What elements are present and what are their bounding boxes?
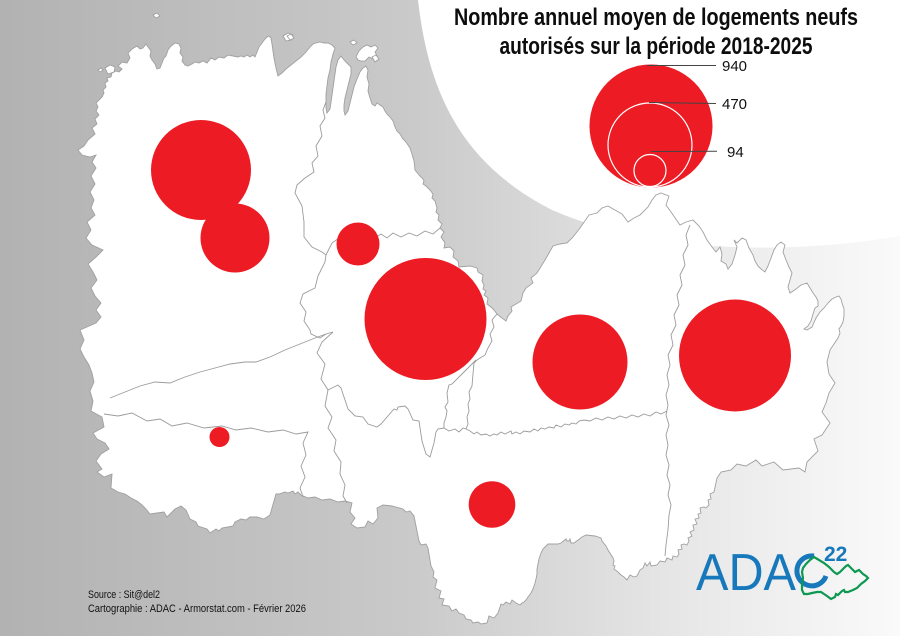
- svg-text:Cartographie : ADAC - Armorsta: Cartographie : ADAC - Armorstat.com - Fé…: [88, 603, 306, 615]
- svg-text:940: 940: [722, 58, 747, 75]
- svg-text:94: 94: [727, 144, 744, 161]
- svg-text:autorisés sur la période 2018-: autorisés sur la période 2018-2025: [500, 33, 813, 60]
- svg-text:Nombre annuel moyen de logemen: Nombre annuel moyen de logements neufs: [454, 4, 858, 31]
- svg-text:22: 22: [824, 543, 847, 566]
- svg-text:470: 470: [722, 96, 747, 113]
- svg-text:Source : Sit@del2: Source : Sit@del2: [88, 589, 160, 601]
- svg-text:ADA: ADA: [696, 544, 796, 602]
